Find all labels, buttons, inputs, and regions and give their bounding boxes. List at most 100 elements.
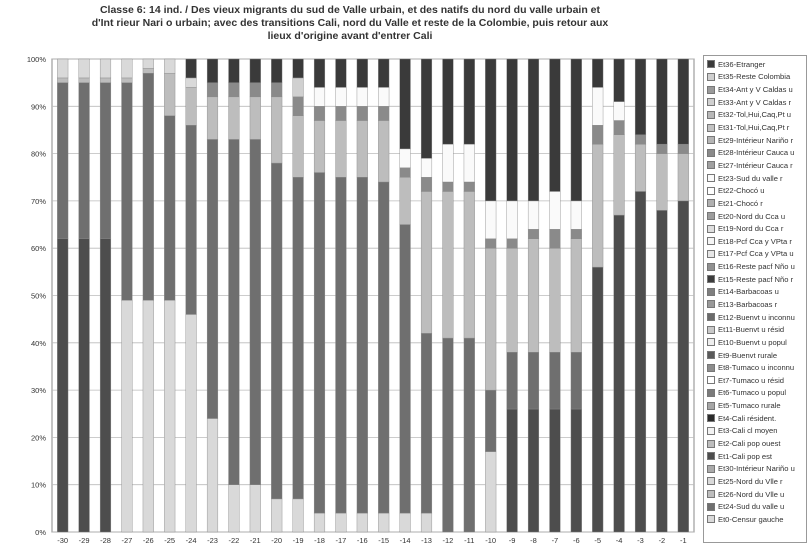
- legend-label: Et31-Tol,Hui,Caq,Pt r: [718, 123, 790, 133]
- legend-item: Et19-Nord du Cca r: [707, 222, 806, 235]
- bar-segment: [399, 512, 411, 533]
- x-tick-label: -21: [250, 536, 261, 545]
- bar-segment: [313, 87, 326, 107]
- x-tick-label: -18: [314, 536, 325, 545]
- bar-segment: [442, 181, 454, 192]
- bar-segment: [549, 191, 561, 230]
- bar-segment: [420, 177, 433, 192]
- bar-segment: [613, 58, 625, 102]
- bar-segment: [164, 115, 176, 301]
- legend-item: Et7-Tumaco u résid: [707, 374, 806, 387]
- x-tick-label: -29: [79, 536, 90, 545]
- bar-segment: [378, 87, 390, 107]
- bar-segment: [292, 177, 304, 500]
- bar-segment: [292, 58, 304, 79]
- bar-segment: [57, 58, 69, 79]
- legend-item: Et16-Reste pacf Nño u: [707, 260, 806, 273]
- bar-segment: [592, 125, 604, 145]
- bar-segment: [399, 148, 411, 168]
- legend-swatch: [707, 148, 715, 157]
- bar-segment: [249, 96, 261, 140]
- bar-segment: [570, 408, 582, 533]
- legend-item: Et36-Etranger: [707, 58, 806, 71]
- legend-label: Et4-Cali résident.: [718, 413, 777, 423]
- legend-label: Et24-Sud du valle u: [718, 502, 785, 512]
- legend-item: Et32-Tol,Hui,Caq,Pt u: [707, 109, 806, 122]
- bar-segment: [292, 96, 304, 116]
- bar-segment: [677, 200, 689, 533]
- legend-swatch: [707, 490, 715, 499]
- bar-segment: [485, 200, 497, 239]
- x-tick-label: -4: [616, 536, 623, 545]
- legend-swatch: [707, 72, 715, 81]
- x-tick-label: -22: [228, 536, 239, 545]
- bar-segment: [356, 512, 368, 533]
- bar-segment: [164, 300, 176, 533]
- legend-item: Et33-Ant y V Caldas r: [707, 96, 806, 109]
- x-tick-label: -2: [659, 536, 666, 545]
- bar-segment: [206, 139, 219, 419]
- bar-segment: [463, 191, 475, 339]
- bar-segment: [549, 229, 561, 249]
- bar-segment: [313, 172, 326, 514]
- bar-segment: [549, 247, 561, 353]
- legend-label: Et17-Pcf Cca y VPta u: [718, 249, 794, 259]
- legend-label: Et19-Nord du Cca r: [718, 224, 784, 234]
- bar-segment: [271, 162, 283, 500]
- bar-segment: [527, 352, 540, 410]
- bar-segment: [570, 200, 582, 230]
- bar-segment: [656, 210, 668, 533]
- legend-label: Et25-Nord du Vlle r: [718, 476, 783, 486]
- legend-label: Et6-Tumaco u popul: [718, 388, 787, 398]
- x-tick-label: -17: [335, 536, 346, 545]
- x-tick-label: -7: [552, 536, 559, 545]
- legend-label: Et27-Intérieur Cauca r: [718, 160, 793, 170]
- x-tick-label: -24: [186, 536, 197, 545]
- x-tick-label: -14: [400, 536, 411, 545]
- bar-segment: [399, 167, 411, 178]
- x-tick-label: -11: [464, 536, 474, 545]
- bar-segment: [313, 58, 326, 88]
- bar-segment: [335, 87, 347, 107]
- x-tick-label: -10: [485, 536, 496, 545]
- legend-swatch: [707, 515, 715, 524]
- legend-label: Et10-Buenvt u popul: [718, 337, 787, 347]
- bar-segment: [570, 352, 582, 410]
- y-tick-label: 30%: [31, 386, 46, 395]
- legend-item: Et30-Intérieur Nariño u: [707, 463, 806, 476]
- bar-segment: [271, 58, 283, 83]
- legend-item: Et5-Tumaco rurale: [707, 399, 806, 412]
- bar-segment: [121, 82, 133, 301]
- bar-segment: [485, 247, 497, 391]
- bar-segment: [613, 134, 625, 216]
- chart-title: Classe 6: 14 ind. / Des vieux migrants d…: [0, 4, 700, 43]
- bar-segment: [185, 314, 197, 533]
- bar-segment: [527, 58, 540, 202]
- legend-label: Et12-Buenvt u inconnu: [718, 312, 795, 322]
- legend-label: Et28-Intérieur Cauca u: [718, 148, 795, 158]
- legend-label: Et0-Censur gauche: [718, 514, 784, 524]
- legend-item: Et18-Pcf Cca y VPta r: [707, 235, 806, 248]
- legend-item: Et27-Intérieur Cauca r: [707, 159, 806, 172]
- legend-item: Et13-Barbacoas r: [707, 298, 806, 311]
- legend-swatch: [707, 212, 715, 220]
- bar-segment: [378, 120, 390, 183]
- bar-segment: [570, 58, 582, 202]
- bar-segment: [485, 389, 497, 452]
- legend-label: Et3-Cali cl moyen: [718, 426, 778, 436]
- bar-segment: [99, 77, 112, 83]
- legend-swatch: [707, 351, 715, 360]
- legend-label: Et36-Etranger: [718, 59, 766, 69]
- bar-segment: [228, 96, 240, 140]
- legend-label: Et1-Cali pop est: [718, 451, 773, 461]
- legend-item: Et31-Tol,Hui,Caq,Pt r: [707, 121, 806, 134]
- bar-segment: [485, 58, 497, 202]
- legend-item: Et1-Cali pop est: [707, 450, 806, 463]
- bar-segment: [356, 120, 368, 178]
- legend-item: Et8-Tumaco u inconnu: [707, 361, 806, 374]
- legend-label: Et34-Ant y V Caldas u: [718, 85, 793, 95]
- legend-swatch: [707, 262, 715, 271]
- bar-segment: [356, 87, 368, 107]
- bar-segment: [570, 229, 582, 239]
